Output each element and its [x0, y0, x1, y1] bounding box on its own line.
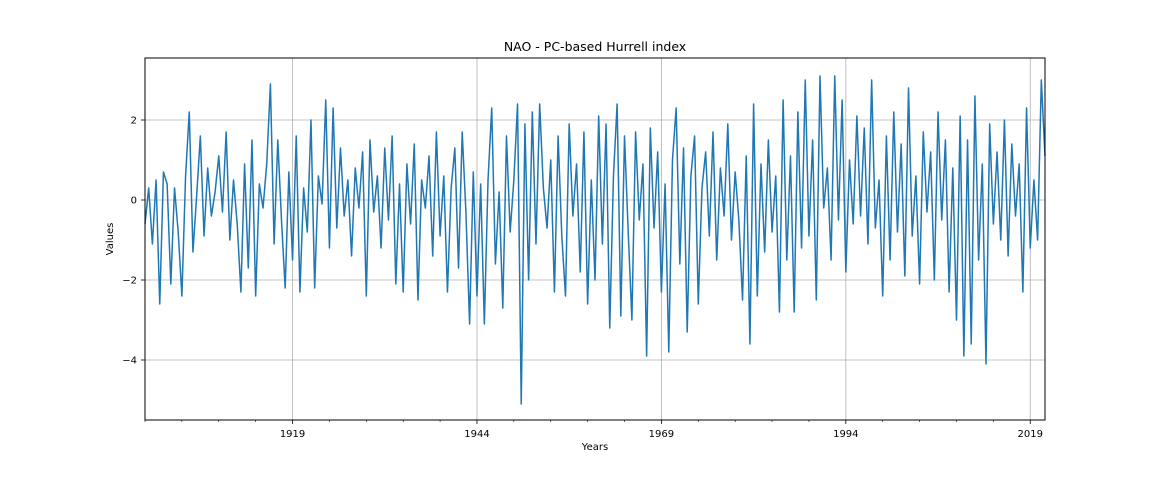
- y-tick-label: 0: [131, 196, 137, 207]
- x-tick-label: 1944: [464, 429, 489, 440]
- x-axis-label: Years: [581, 442, 608, 453]
- y-axis-label: Values: [105, 223, 116, 256]
- nao-series-line: [144, 75, 1046, 405]
- x-tick-label: 1994: [833, 429, 858, 440]
- y-tick-label: −2: [122, 276, 137, 287]
- y-axis: −4 −2 0 2: [122, 116, 145, 367]
- plot-area-frame: [144, 57, 1046, 421]
- x-axis: 1919 1944 1969 1994 2019: [144, 420, 1043, 440]
- x-tick-label: 1969: [649, 429, 674, 440]
- y-tick-label: 2: [131, 116, 137, 127]
- series-layer: [144, 75, 1046, 405]
- y-tick-label: −4: [122, 356, 137, 367]
- chart-title: NAO - PC-based Hurrell index: [504, 39, 686, 54]
- x-tick-label: 2019: [1018, 429, 1043, 440]
- x-tick-label: 1919: [280, 429, 305, 440]
